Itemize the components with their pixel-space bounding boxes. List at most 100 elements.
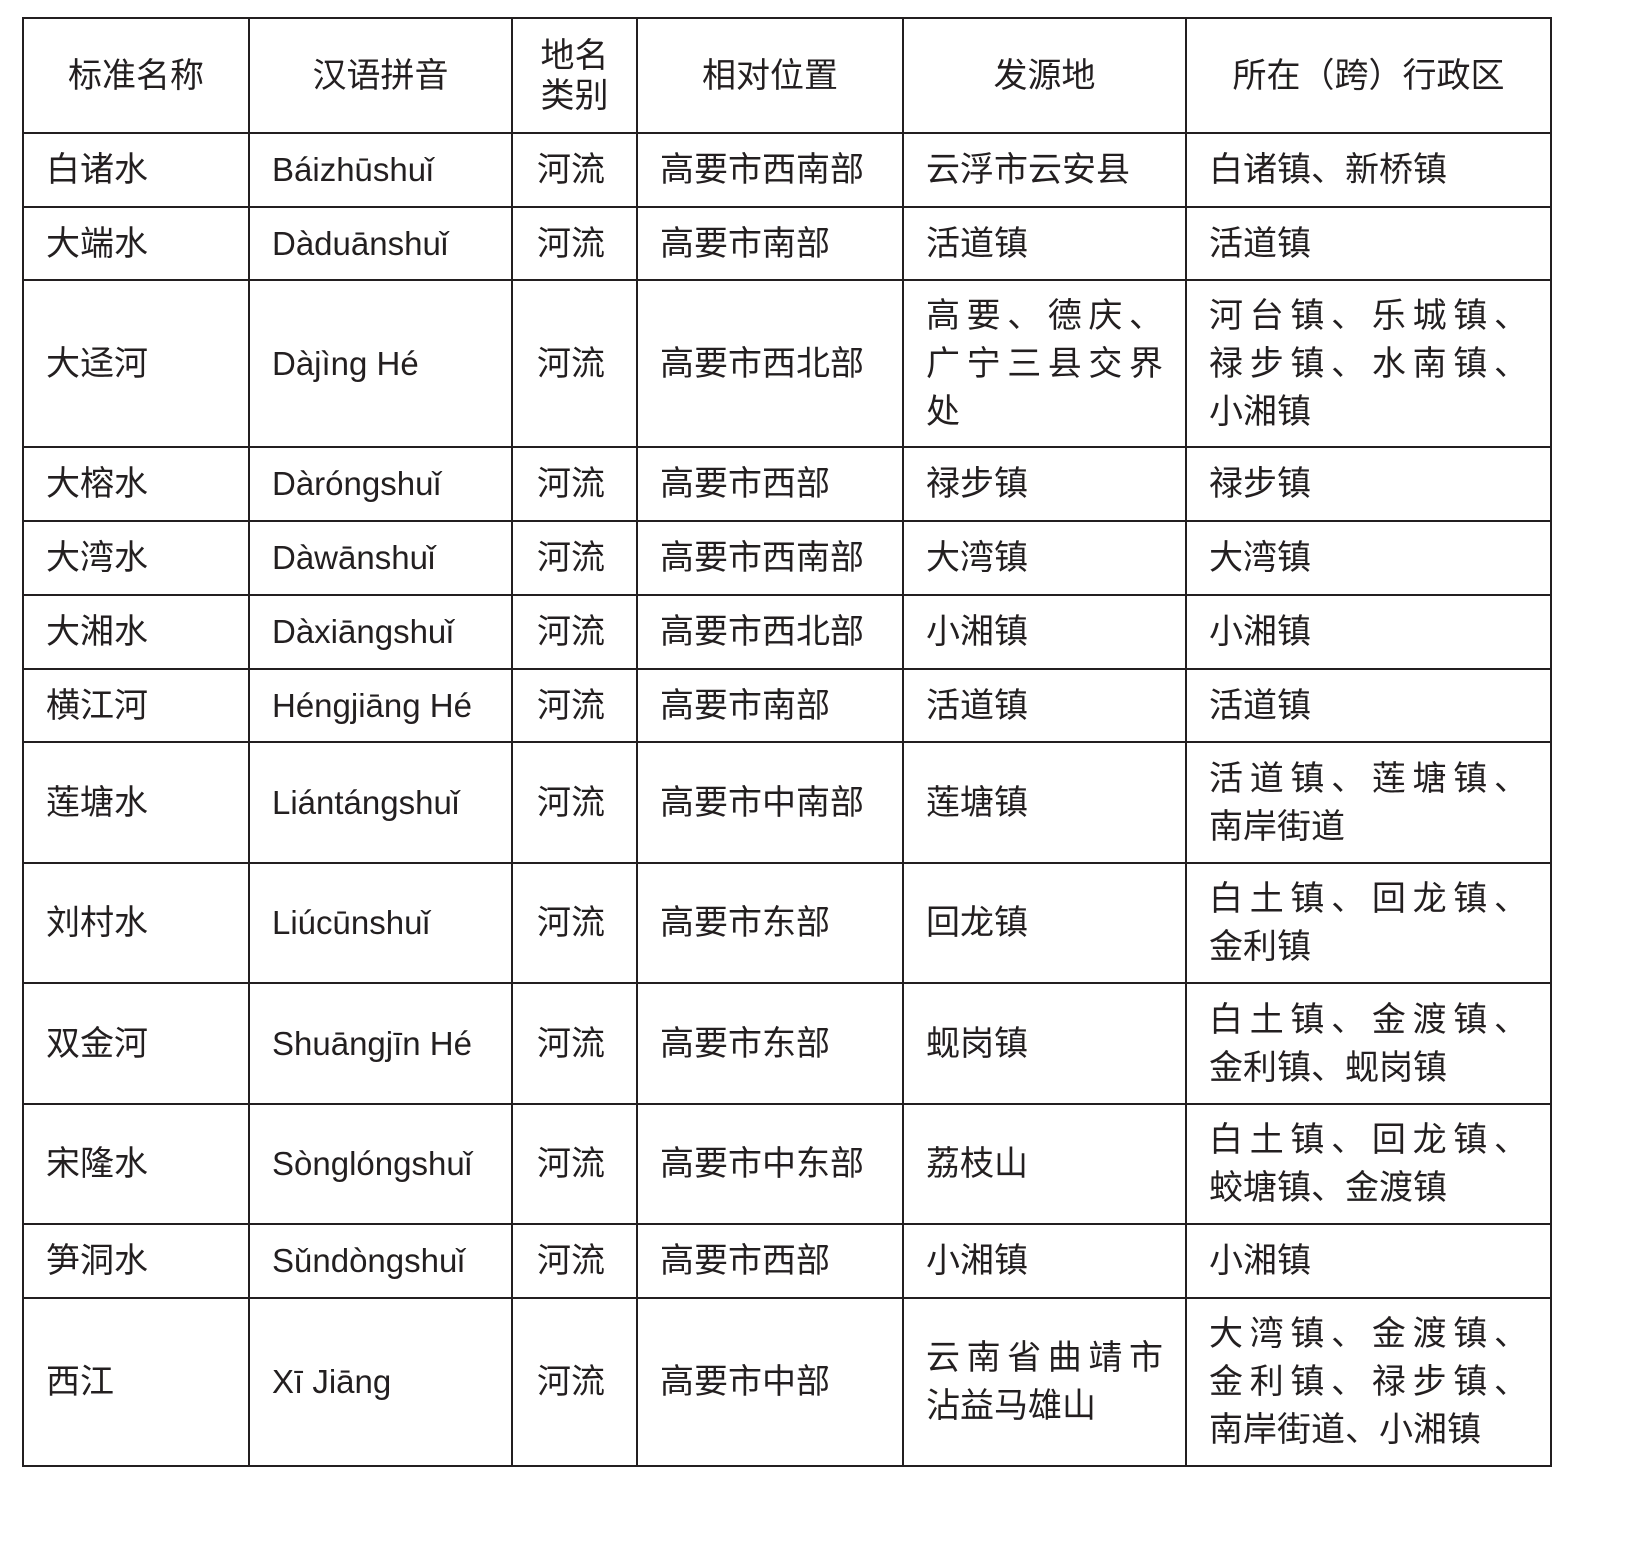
cell-standard-name: 双金河 bbox=[22, 982, 250, 1105]
table-row: 白诸水 Báizhūshuǐ 河流 高要市西南部 云浮市云安县 白诸镇、新桥镇 bbox=[22, 132, 1552, 208]
header-relative-position: 相对位置 bbox=[636, 17, 904, 134]
cell-pinyin: Sònglóngshuǐ bbox=[248, 1103, 513, 1225]
cell-line: 云南省曲靖市 bbox=[926, 1338, 1163, 1378]
cell-line: 白土镇、回龙镇、 bbox=[1209, 879, 1528, 919]
cell-category: 河流 bbox=[511, 132, 638, 208]
table-row: 大湘水 Dàxiāngshuǐ 河流 高要市西北部 小湘镇 小湘镇 bbox=[22, 594, 1552, 670]
cell-line: 大湾镇 bbox=[1209, 538, 1311, 578]
cell-line: 蛟塘镇、金渡镇 bbox=[1209, 1168, 1447, 1208]
table-row: 双金河 Shuāngjīn Hé 河流 高要市东部 蚬岗镇 白土镇、金渡镇、 金利镇、蚬岗镇 bbox=[22, 982, 1552, 1105]
table-row: 莲塘水 Liántángshuǐ 河流 高要市中南部 莲塘镇 活道镇、莲塘镇、 南岸街道 bbox=[22, 741, 1552, 864]
cell-category: 河流 bbox=[511, 1103, 638, 1225]
cell-relative-position: 高要市西南部 bbox=[636, 132, 904, 208]
cell-source: 小湘镇 bbox=[902, 1223, 1187, 1299]
cell-pinyin: Dàjìng Hé bbox=[248, 279, 513, 448]
cell-relative-position: 高要市西北部 bbox=[636, 594, 904, 670]
cell-category: 河流 bbox=[511, 862, 638, 984]
cell-relative-position: 高要市中部 bbox=[636, 1297, 904, 1467]
cell-relative-position: 高要市西南部 bbox=[636, 520, 904, 596]
cell-category: 河流 bbox=[511, 446, 638, 522]
cell-source: 活道镇 bbox=[902, 206, 1187, 281]
table-row: 大湾水 Dàwānshuǐ 河流 高要市西南部 大湾镇 大湾镇 bbox=[22, 520, 1552, 596]
cell-relative-position: 高要市西部 bbox=[636, 1223, 904, 1299]
cell-pinyin: Liántángshuǐ bbox=[248, 741, 513, 864]
cell-category: 河流 bbox=[511, 1223, 638, 1299]
cell-line: 沾益马雄山 bbox=[926, 1386, 1096, 1426]
header-admin-region: 所在（跨）行政区 bbox=[1185, 17, 1552, 134]
cell-line: 处 bbox=[926, 391, 960, 432]
cell-line: 活道镇 bbox=[926, 685, 1028, 726]
place-name-table: 标准名称 汉语拼音 地名 类别 相对位置 发源地 所在（跨）行政区 白诸水 Bái… bbox=[22, 17, 1552, 1467]
cell-standard-name: 西江 bbox=[22, 1297, 250, 1467]
cell-standard-name: 横江河 bbox=[22, 668, 250, 743]
cell-pinyin: Héngjiāng Hé bbox=[248, 668, 513, 743]
table-row: 大迳河 Dàjìng Hé 河流 高要市西北部 高要、德庆、 广宁三县交界处河台镇、乐城镇… bbox=[22, 279, 1552, 448]
cell-relative-position: 高要市西部 bbox=[636, 446, 904, 522]
cell-standard-name: 莲塘水 bbox=[22, 741, 250, 864]
cell-line: 小湘镇 bbox=[1209, 391, 1311, 432]
cell-standard-name: 大湘水 bbox=[22, 594, 250, 670]
cell-line: 白土镇、回龙镇、 bbox=[1209, 1120, 1528, 1160]
table-body: 白诸水 Báizhūshuǐ 河流 高要市西南部 云浮市云安县 白诸镇、新桥镇 大端水 Dàd… bbox=[22, 132, 1552, 1467]
cell-line: 荔枝山 bbox=[926, 1144, 1028, 1184]
cell-line: 小湘镇 bbox=[926, 612, 1028, 652]
cell-pinyin: Sǔndòngshuǐ bbox=[248, 1223, 513, 1299]
cell-line: 南岸街道、小湘镇 bbox=[1209, 1410, 1481, 1450]
cell-line: 广宁三县交界 bbox=[926, 343, 1163, 384]
cell-source: 大湾镇 bbox=[902, 520, 1187, 596]
cell-standard-name: 大榕水 bbox=[22, 446, 250, 522]
cell-line: 蚬岗镇 bbox=[926, 1023, 1028, 1064]
cell-admin-region: 白土镇、金渡镇、 金利镇、蚬岗镇 bbox=[1185, 982, 1552, 1105]
header-pinyin: 汉语拼音 bbox=[248, 17, 513, 134]
cell-source: 莲塘镇 bbox=[902, 741, 1187, 864]
cell-source: 小湘镇 bbox=[902, 594, 1187, 670]
cell-line: 大湾镇 bbox=[926, 538, 1028, 578]
cell-admin-region: 活道镇 bbox=[1185, 206, 1552, 281]
cell-line: 禄步镇、水南镇、 bbox=[1209, 343, 1528, 384]
cell-pinyin: Shuāngjīn Hé bbox=[248, 982, 513, 1105]
cell-line: 高要、德庆、 bbox=[926, 295, 1163, 336]
cell-source: 高要、德庆、 广宁三县交界处 bbox=[902, 279, 1187, 448]
cell-category: 河流 bbox=[511, 982, 638, 1105]
table-row: 宋隆水 Sònglóngshuǐ 河流 高要市中东部 荔枝山 白土镇、回龙镇、 蛟塘镇、金渡… bbox=[22, 1103, 1552, 1225]
cell-line: 金利镇 bbox=[1209, 927, 1311, 967]
cell-pinyin: Liúcūnshuǐ bbox=[248, 862, 513, 984]
cell-line: 大湾镇、金渡镇、 bbox=[1209, 1314, 1528, 1354]
cell-source: 云南省曲靖市 沾益马雄山 bbox=[902, 1297, 1187, 1467]
cell-relative-position: 高要市东部 bbox=[636, 982, 904, 1105]
cell-source: 回龙镇 bbox=[902, 862, 1187, 984]
cell-line: 禄步镇 bbox=[926, 464, 1028, 504]
cell-line: 活道镇 bbox=[926, 223, 1028, 264]
cell-line: 小湘镇 bbox=[926, 1241, 1028, 1281]
table-row: 横江河 Héngjiāng Hé 河流 高要市南部 活道镇 活道镇 bbox=[22, 668, 1552, 743]
cell-standard-name: 白诸水 bbox=[22, 132, 250, 208]
cell-category: 河流 bbox=[511, 668, 638, 743]
cell-admin-region: 小湘镇 bbox=[1185, 594, 1552, 670]
cell-line: 金利镇、禄步镇、 bbox=[1209, 1362, 1528, 1402]
header-source: 发源地 bbox=[902, 17, 1187, 134]
cell-category: 河流 bbox=[511, 206, 638, 281]
table-row: 西江 Xī Jiāng 河流 高要市中部 云南省曲靖市 沾益马雄山 大湾镇、金渡镇、 金利镇、… bbox=[22, 1297, 1552, 1467]
cell-standard-name: 大端水 bbox=[22, 206, 250, 281]
cell-category: 河流 bbox=[511, 279, 638, 448]
cell-line: 禄步镇 bbox=[1209, 464, 1311, 504]
cell-standard-name: 大迳河 bbox=[22, 279, 250, 448]
header-standard-name: 标准名称 bbox=[22, 17, 250, 134]
cell-line: 活道镇、莲塘镇、 bbox=[1209, 758, 1528, 799]
cell-standard-name: 刘村水 bbox=[22, 862, 250, 984]
cell-standard-name: 笋洞水 bbox=[22, 1223, 250, 1299]
cell-line: 南岸街道 bbox=[1209, 806, 1345, 847]
cell-line: 云浮市云安县 bbox=[926, 150, 1130, 190]
table-row: 大端水 Dàduānshuǐ 河流 高要市南部 活道镇 活道镇 bbox=[22, 206, 1552, 281]
cell-pinyin: Dàróngshuǐ bbox=[248, 446, 513, 522]
cell-relative-position: 高要市中东部 bbox=[636, 1103, 904, 1225]
cell-relative-position: 高要市中南部 bbox=[636, 741, 904, 864]
cell-category: 河流 bbox=[511, 741, 638, 864]
cell-line: 活道镇 bbox=[1209, 223, 1311, 264]
cell-admin-region: 河台镇、乐城镇、 禄步镇、水南镇、 小湘镇 bbox=[1185, 279, 1552, 448]
cell-line: 白诸镇、新桥镇 bbox=[1209, 150, 1447, 190]
cell-line: 小湘镇 bbox=[1209, 612, 1311, 652]
table-row: 笋洞水 Sǔndòngshuǐ 河流 高要市西部 小湘镇 小湘镇 bbox=[22, 1223, 1552, 1299]
table-row: 大榕水 Dàróngshuǐ 河流 高要市西部 禄步镇 禄步镇 bbox=[22, 446, 1552, 522]
cell-pinyin: Dàxiāngshuǐ bbox=[248, 594, 513, 670]
